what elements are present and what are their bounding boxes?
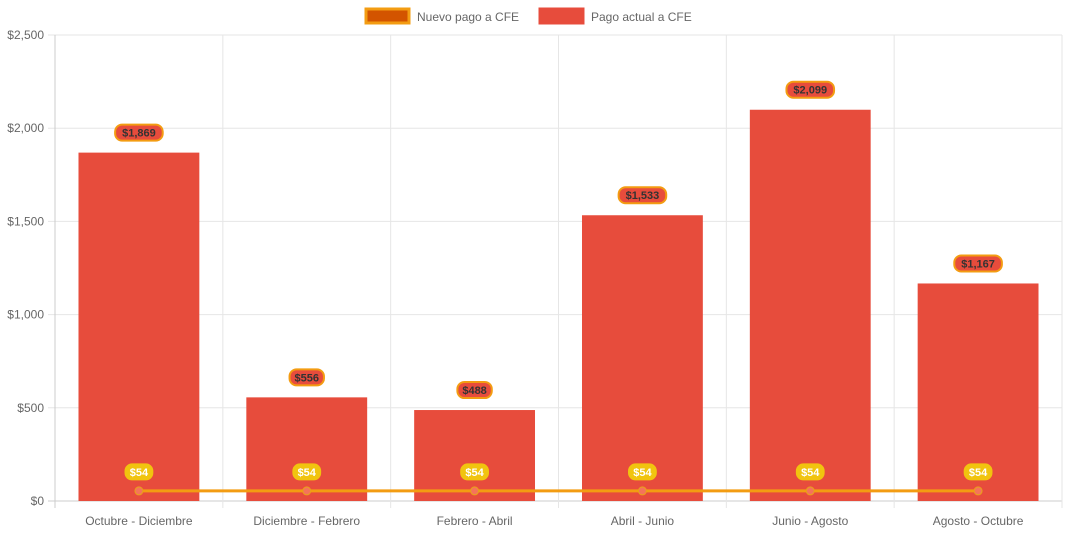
bar-value-label: $1,869 [122,128,156,140]
line-value-badge [963,463,993,481]
bar-value-label: $2,099 [793,85,827,97]
line-value-label: $54 [130,467,149,479]
legend-label-nuevo: Nuevo pago a CFE [417,10,519,24]
bar-value-badge [288,368,325,387]
legend: Nuevo pago a CFE Pago actual a CFE [364,7,692,25]
line-value-badge [628,463,657,481]
x-tick-label: Febrero - Abril [437,514,513,528]
y-tick-label: $2,000 [7,121,44,135]
x-tick-label: Junio - Agosto [772,514,848,528]
y-tick-label: $1,000 [7,308,44,322]
y-tick-label: $2,500 [7,28,44,42]
grid [48,34,1063,508]
legend-item-actual[interactable]: Pago actual a CFE [538,7,692,25]
axes: $0 $500 $1,000 $1,500 $2,000 $2,500 Octubre - … [7,28,1023,528]
bar[interactable] [246,397,368,501]
line-value-badge [460,463,489,481]
line-value-label: $54 [465,467,484,479]
y-tick-label: $0 [31,494,45,508]
bar-value-badge [114,123,164,142]
line-point[interactable] [805,486,815,496]
line-value-label: $54 [969,467,988,479]
line-point[interactable] [637,486,647,496]
bar[interactable] [414,410,536,501]
x-tick-label: Diciembre - Febrero [253,514,360,528]
x-tick-label: Agosto - Octubre [933,514,1024,528]
bar[interactable] [581,215,703,502]
bar-value-badge [617,186,668,205]
bar-value-label: $556 [295,372,319,384]
bar-value-label: $1,533 [626,190,660,202]
bar-value-badge [953,254,1003,273]
legend-swatch-nuevo [364,7,411,25]
legend-label-actual: Pago actual a CFE [591,10,692,24]
line-value-badge [795,463,825,481]
y-tick-label: $500 [17,401,44,415]
bars [78,109,1039,502]
x-tick-label: Octubre - Diciembre [85,514,193,528]
legend-item-nuevo[interactable]: Nuevo pago a CFE [364,7,519,25]
bar-value-label: $1,167 [961,258,995,270]
line-value-badge [124,463,154,481]
bar[interactable] [749,109,871,501]
bar-value-badge [785,80,836,99]
line-point[interactable] [470,486,480,496]
bar[interactable] [78,152,200,501]
line-point[interactable] [134,486,144,496]
line-point[interactable] [973,486,983,496]
bar-value-badge [456,381,493,400]
line-value-label: $54 [633,467,652,479]
x-tick-label: Abril - Junio [611,514,675,528]
data-labels: $1,869 $556 $488 $1,533 $2,099 $1,167 $54 $54 $5… [114,80,1003,481]
line-series [134,486,983,496]
bar-value-label: $488 [462,385,486,397]
line-value-badge [292,463,322,481]
line-value-label: $54 [298,467,317,479]
legend-swatch-actual [538,7,585,25]
y-tick-label: $1,500 [7,214,44,228]
line-value-label: $54 [801,467,820,479]
line-point[interactable] [302,486,312,496]
